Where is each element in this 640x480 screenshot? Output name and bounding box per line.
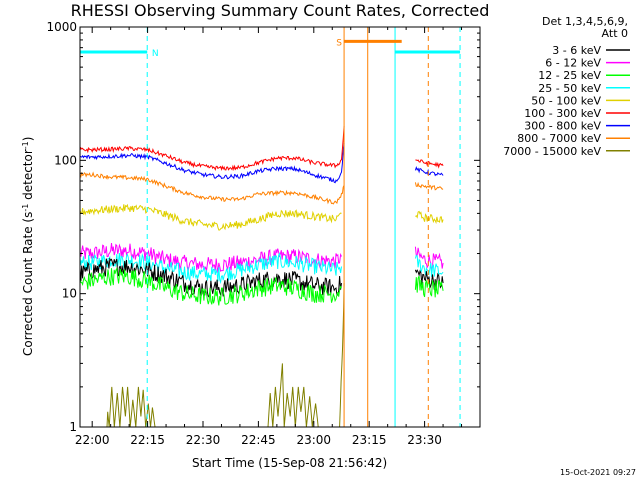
- x-tick-label-6: 23:30: [407, 433, 442, 447]
- axes: 1 10 100 1000 22:00 22:15 22:30 22:45 23:00 23:15…: [46, 20, 480, 447]
- legend-header-0: Det 1,3,4,5,6,9,: [542, 15, 628, 28]
- timestamp-label: 15-Oct-2021 09:27: [560, 468, 636, 477]
- series-line-3-segment-1: [414, 254, 444, 277]
- legend-label-5: 100 - 300 keV: [524, 107, 601, 120]
- legend-label-4: 50 - 100 keV: [531, 94, 601, 107]
- y-tick-label-0: 1: [69, 420, 77, 434]
- series-line-5-segment-0: [80, 126, 345, 172]
- x-tick-label-3: 22:45: [241, 433, 276, 447]
- plot-frame: [79, 26, 481, 428]
- series-line-5-segment-1: [415, 159, 444, 169]
- series-line-4-segment-0: [80, 203, 342, 231]
- series-line-6-segment-0: [80, 142, 345, 184]
- x-tick-label-4: 23:00: [296, 433, 331, 447]
- series-line-7-segment-1: [414, 181, 444, 191]
- series-line-8-segment-0: [80, 283, 345, 427]
- y-tick-label-3: 1000: [46, 20, 77, 34]
- series-line-0-segment-0: [80, 257, 342, 299]
- legend-label-1: 6 - 12 keV: [545, 57, 601, 70]
- legend-label-2: 12 - 25 keV: [538, 69, 601, 82]
- y-tick-label-1: 10: [62, 287, 77, 301]
- x-tick-label-0: 22:00: [75, 433, 110, 447]
- series-line-2-segment-0: [80, 266, 342, 306]
- x-tick-label-5: 23:15: [352, 433, 387, 447]
- legend-label-3: 25 - 50 keV: [538, 82, 601, 95]
- chart-title: RHESSI Observing Summary Count Rates, Co…: [71, 1, 490, 20]
- series-line-0-segment-1: [414, 269, 444, 291]
- flag-label-2: S: [336, 38, 342, 48]
- series-line-4-segment-1: [415, 210, 444, 225]
- series-line-1-segment-1: [414, 246, 444, 271]
- data-traces: [80, 126, 444, 427]
- legend-header-1: Att 0: [602, 27, 628, 40]
- legend-label-7: 800 - 7000 keV: [517, 132, 601, 145]
- series-line-3-segment-0: [80, 252, 342, 285]
- y-tick-label-2: 100: [54, 153, 77, 167]
- flag-label-0: N: [152, 49, 159, 59]
- x-axis-label: Start Time (15-Sep-08 21:56:42): [192, 456, 387, 470]
- x-tick-label-1: 22:15: [130, 433, 165, 447]
- legend-label-6: 300 - 800 keV: [524, 120, 601, 133]
- series-line-6-segment-1: [414, 165, 444, 177]
- series-line-7-segment-0: [80, 171, 345, 205]
- series-line-2-segment-1: [414, 275, 444, 298]
- y-axis-label: Corrected Count Rate (s-1 detector-1): [21, 137, 35, 356]
- legend-label-8: 7000 - 15000 keV: [503, 145, 601, 158]
- x-tick-label-2: 22:30: [186, 433, 221, 447]
- legend-label-0: 3 - 6 keV: [552, 44, 601, 57]
